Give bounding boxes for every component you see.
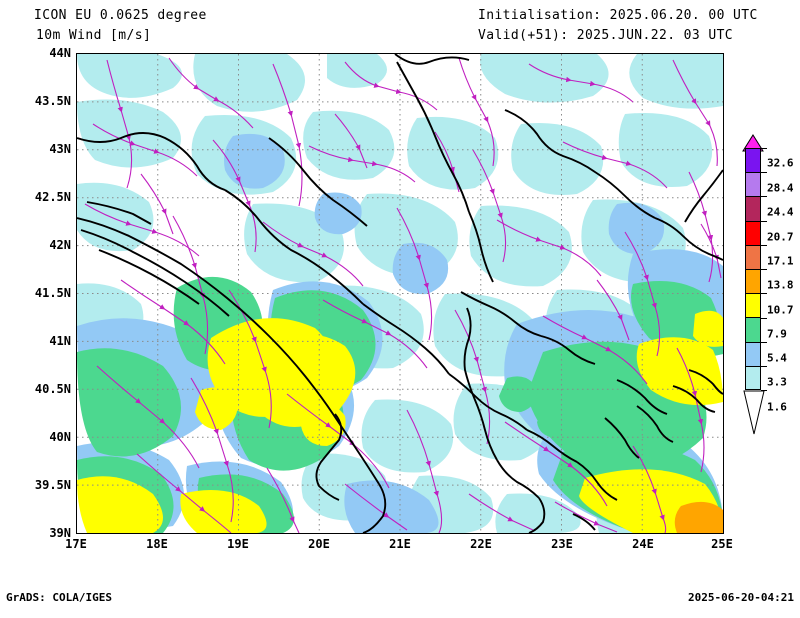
colorbar-tick-32.6 xyxy=(761,148,767,149)
colorbar-tick-3.3 xyxy=(761,366,767,367)
ytick-44n: 44N xyxy=(49,46,71,60)
xtick-17e: 17E xyxy=(65,537,87,551)
ytick-43.5n: 43.5N xyxy=(34,94,71,108)
colorbar-label-13.8: 13.8 xyxy=(767,278,794,292)
grads-credit: GrADS: COLA/IGES xyxy=(6,591,112,604)
colorbar-tick-13.8 xyxy=(761,269,767,270)
ytick-40.5n: 40.5N xyxy=(34,382,71,396)
ytick-42n: 42N xyxy=(49,238,71,252)
colorbar xyxy=(745,148,761,390)
xtick-23e: 23E xyxy=(551,537,573,551)
colorbar-tick-1.6 xyxy=(761,390,767,391)
xtick-18e: 18E xyxy=(146,537,168,551)
field-title: 10m Wind [m/s] xyxy=(36,28,152,43)
ytick-43n: 43N xyxy=(49,142,71,156)
initialisation-label: Initialisation: 2025.06.20. 00 UTC xyxy=(478,8,758,23)
colorbar-label-28.4: 28.4 xyxy=(767,181,794,195)
colorbar-band-10.7-13.8 xyxy=(745,268,761,294)
colorbar-tick-10.7 xyxy=(761,293,767,294)
colorbar-label-3.3: 3.3 xyxy=(767,375,787,389)
shading-layer xyxy=(77,54,723,533)
wind-map-plot xyxy=(76,53,724,534)
colorbar-band-20.7-24.4 xyxy=(745,196,761,221)
model-title: ICON EU 0.0625 degree xyxy=(34,8,207,23)
colorbar-label-24.4: 24.4 xyxy=(767,205,794,219)
colorbar-label-32.6: 32.6 xyxy=(767,156,794,170)
ytick-40n: 40N xyxy=(49,430,71,444)
colorbar-label-7.9: 7.9 xyxy=(767,327,787,341)
ytick-39.5n: 39.5N xyxy=(34,478,71,492)
colorbar-band-1.6-3.3 xyxy=(745,365,761,390)
colorbar-band-5.4-7.9 xyxy=(745,317,761,342)
xtick-24e: 24E xyxy=(632,537,654,551)
ytick-41n: 41N xyxy=(49,334,71,348)
xtick-22e: 22E xyxy=(470,537,492,551)
colorbar-band-13.8-17.1 xyxy=(745,244,761,269)
render-timestamp: 2025-06-20-04:21 xyxy=(688,591,794,604)
colorbar-band-3.3-5.4 xyxy=(745,341,761,366)
xtick-21e: 21E xyxy=(389,537,411,551)
coastlines-layer xyxy=(77,54,723,533)
colorbar-tick-5.4 xyxy=(761,342,767,343)
colorbar-tick-24.4 xyxy=(761,196,767,197)
colorbar-tick-17.1 xyxy=(761,245,767,246)
map-canvas xyxy=(77,54,723,533)
speed-band-5 xyxy=(674,501,723,533)
xtick-25e: 25E xyxy=(711,537,733,551)
ytick-39n: 39N xyxy=(49,526,71,540)
colorbar-label-17.1: 17.1 xyxy=(767,254,794,268)
colorbar-label-20.7: 20.7 xyxy=(767,230,794,244)
valid-time-label: Valid(+51): 2025.JUN.22. 03 UTC xyxy=(478,28,734,43)
ytick-41.5n: 41.5N xyxy=(34,286,71,300)
streamlines-layer xyxy=(84,57,722,533)
colorbar-band-24.4-28.4 xyxy=(745,172,761,197)
colorbar-tick-20.7 xyxy=(761,221,767,222)
colorbar-band-28.4-32.6 xyxy=(745,148,761,173)
colorbar-band-17.1-20.7 xyxy=(745,220,761,245)
colorbar-label-10.7: 10.7 xyxy=(767,303,794,317)
colorbar-bottom-arrow xyxy=(743,390,765,435)
colorbar-label-1.6: 1.6 xyxy=(767,400,787,414)
colorbar-tick-7.9 xyxy=(761,318,767,319)
xtick-19e: 19E xyxy=(227,537,249,551)
colorbar-band-7.9-10.7 xyxy=(745,293,761,318)
xtick-20e: 20E xyxy=(308,537,330,551)
colorbar-tick-28.4 xyxy=(761,172,767,173)
colorbar-label-5.4: 5.4 xyxy=(767,351,787,365)
ytick-42.5n: 42.5N xyxy=(34,190,71,204)
